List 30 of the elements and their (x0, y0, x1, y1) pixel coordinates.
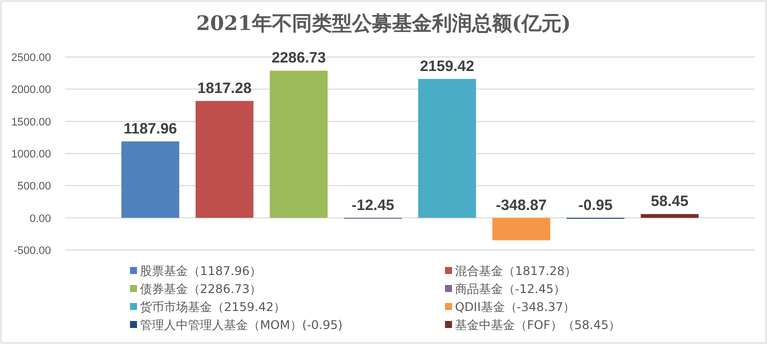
chart-title: 2021年不同类型公募基金利润总额(亿元) (196, 11, 571, 35)
data-label: -348.87 (496, 196, 547, 214)
y-tick-label: 1000.00 (11, 148, 51, 160)
y-tick-label: 2000.00 (11, 84, 51, 96)
bar (492, 218, 550, 240)
data-label: 1187.96 (124, 120, 178, 138)
y-tick-label: 0.00 (30, 212, 51, 225)
legend-label: 混合基金（1817.28） (455, 264, 577, 278)
legend-label: 基金中基金（FOF）（58.45） (455, 318, 621, 332)
legend-label: 商品基金（-12.45） (455, 282, 566, 296)
y-tick-label: -500.00 (14, 245, 51, 257)
y-tick-label: 2500.00 (11, 52, 51, 64)
bar (270, 70, 328, 218)
bar (121, 141, 180, 218)
data-label: 2286.73 (272, 50, 326, 67)
data-label: 2159.42 (420, 58, 474, 75)
legend-label: 管理人中管理人基金（MOM）(-0.95) (140, 318, 343, 332)
legend-label: 股票基金（1187.96） (140, 264, 262, 278)
data-label: 58.45 (650, 193, 688, 210)
data-label: 1817.28 (197, 80, 252, 97)
data-label: -12.45 (352, 196, 394, 214)
bar (418, 78, 476, 218)
y-tick-label: 500.00 (17, 180, 51, 193)
legend-label: QDII基金（-348.37） (455, 300, 576, 314)
y-tick-label: 1500.00 (11, 116, 51, 128)
legend-label: 货币市场基金（2159.42） (140, 300, 286, 314)
bar (640, 214, 699, 218)
data-label: -0.95 (578, 196, 613, 214)
bar (196, 100, 254, 218)
legend-label: 债券基金（2286.73） (140, 282, 262, 296)
